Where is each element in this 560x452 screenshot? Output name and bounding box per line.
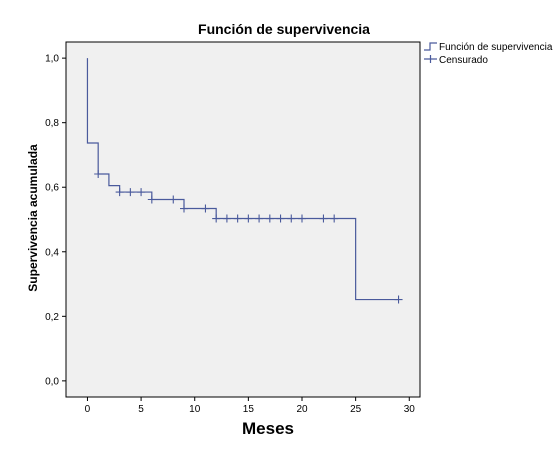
x-tick-label: 10 xyxy=(189,404,201,415)
censor-marker xyxy=(147,195,156,204)
y-tick-label: 1,0 xyxy=(45,54,59,65)
y-tick-label: 0,2 xyxy=(45,312,59,323)
censor-marker xyxy=(115,188,124,197)
legend-item-censored: Censurado xyxy=(424,55,488,66)
censor-marker xyxy=(180,204,188,213)
x-tick-label: 5 xyxy=(138,404,144,415)
censor-marker xyxy=(126,188,135,197)
censor-marker xyxy=(233,214,242,223)
legend-plus-icon xyxy=(424,55,437,63)
x-tick-label: 30 xyxy=(404,404,416,415)
censor-marker xyxy=(330,214,339,223)
x-axis-label: Meses xyxy=(242,419,294,438)
legend-step-icon xyxy=(424,42,437,51)
censor-markers xyxy=(94,169,403,304)
legend-label-survival-function: Función de supervivencia xyxy=(439,42,553,53)
y-tick-label: 0,8 xyxy=(45,118,59,129)
censor-marker xyxy=(169,195,178,204)
y-tick-label: 0,6 xyxy=(45,183,59,194)
censor-marker xyxy=(201,204,210,213)
plot-area xyxy=(65,41,421,398)
x-tick-label: 20 xyxy=(296,404,308,415)
x-axis: 0 5 10 15 20 25 30 xyxy=(85,397,416,415)
legend: Función de supervivencia Censurado xyxy=(424,42,553,66)
y-axis-label: Supervivencia acumulada xyxy=(26,144,40,292)
censor-marker xyxy=(212,214,221,223)
censor-marker xyxy=(265,214,274,223)
censor-marker xyxy=(222,214,231,223)
x-tick-label: 0 xyxy=(85,404,91,415)
y-tick-label: 0,0 xyxy=(45,376,59,387)
censor-marker xyxy=(276,214,285,223)
censor-marker xyxy=(298,214,306,223)
chart-title: Función de supervivencia xyxy=(198,21,370,37)
censor-marker xyxy=(255,214,264,223)
x-tick-label: 15 xyxy=(243,404,255,415)
censor-marker xyxy=(287,214,296,223)
censor-marker xyxy=(244,214,253,223)
censor-marker xyxy=(137,188,146,197)
censor-marker xyxy=(94,169,103,178)
y-tick-label: 0,4 xyxy=(45,247,59,258)
censor-marker xyxy=(319,214,328,223)
legend-item-survival-function: Función de supervivencia xyxy=(424,42,553,53)
legend-label-censored: Censurado xyxy=(439,55,488,66)
y-axis: 0,0 0,2 0,4 0,6 0,8 1,0 xyxy=(45,54,66,387)
x-tick-label: 25 xyxy=(350,404,362,415)
censor-marker xyxy=(394,295,403,304)
